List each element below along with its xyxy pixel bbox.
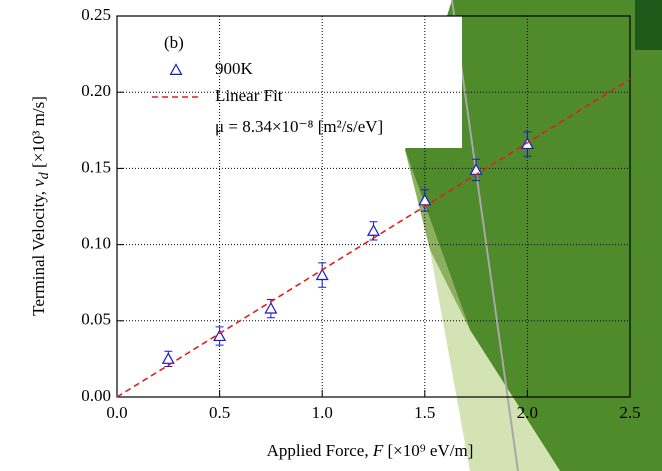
y-axis-label: Terminal Velocity, vd [×10³ m/s]: [29, 96, 52, 316]
background-decoration: [405, 0, 662, 471]
y-tick-label: 0.05: [81, 310, 111, 329]
x-tick-label: 1.0: [312, 403, 333, 422]
annotation-label: (b): [164, 33, 184, 52]
fit-line: [116, 78, 631, 398]
y-tick-label: 0.00: [81, 386, 111, 405]
y-tick-label: 0.25: [81, 5, 111, 24]
x-tick-label: 2.0: [517, 403, 538, 422]
y-tick-label: 0.20: [81, 81, 111, 100]
data-point: [213, 329, 227, 342]
legend-marker: [169, 63, 183, 76]
x-tick-label: 1.5: [414, 403, 435, 422]
x-axis-label: Applied Force, F [×10⁹ eV/m]: [267, 441, 474, 460]
legend-label: 900K: [215, 59, 254, 78]
data-point: [315, 268, 329, 281]
plot-frame: [116, 15, 631, 398]
data-point: [264, 301, 278, 314]
data-point: [366, 224, 381, 236]
y-tick-label: 0.15: [81, 157, 111, 176]
data-point: [418, 193, 432, 206]
y-tick-label: 0.10: [81, 234, 111, 253]
x-tick-label: 0.0: [106, 403, 127, 422]
x-tick-label: 2.5: [619, 403, 640, 422]
data-point: [161, 352, 175, 364]
x-tick-label: 0.5: [209, 403, 230, 422]
legend-box: [140, 16, 462, 148]
legend-label: Linear Fit: [215, 86, 283, 105]
annotation-mu: μ = 8.34×10⁻⁸ [m²/s/eV]: [215, 117, 383, 136]
